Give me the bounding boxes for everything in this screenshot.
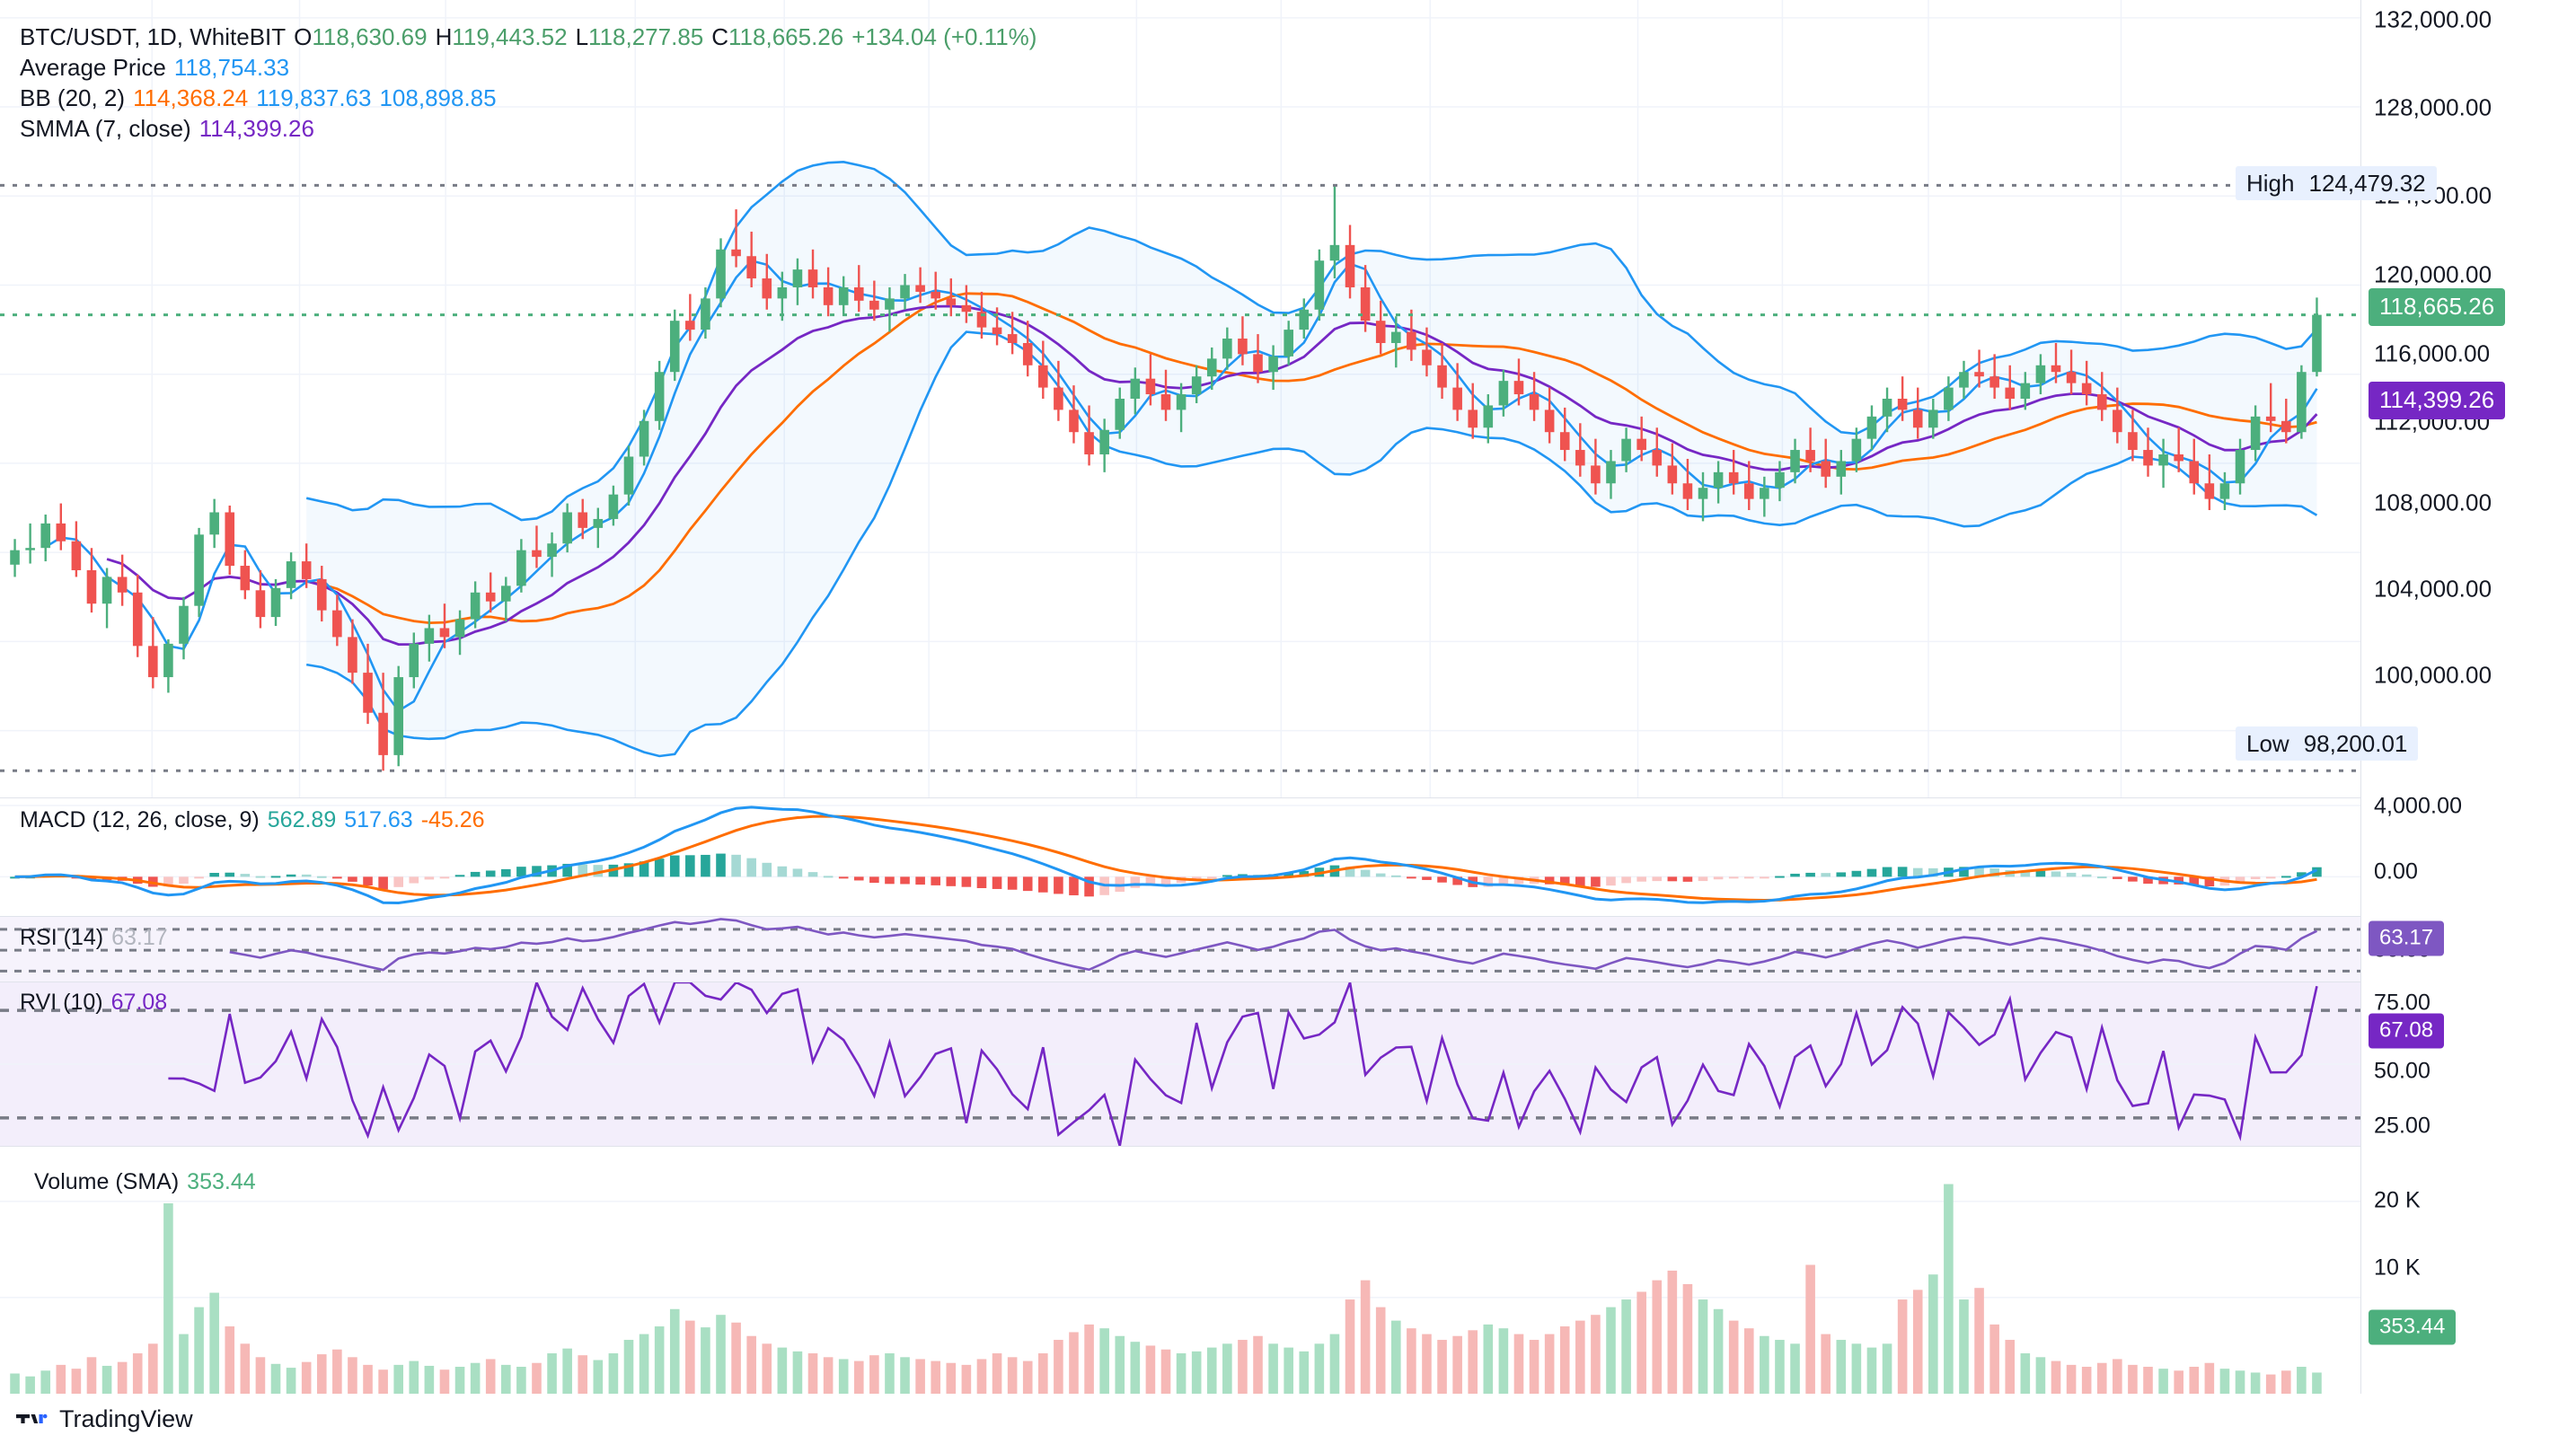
high-marker-value: 124,479.32 xyxy=(2308,169,2426,197)
macd-tick: 0.00 xyxy=(2374,858,2419,885)
price-tick: 104,000.00 xyxy=(2374,575,2492,603)
low-marker-label: Low xyxy=(2246,729,2289,757)
last-price-badge[interactable]: 118,665.26 xyxy=(2369,288,2506,326)
price-scale[interactable]: 132,000.00 128,000.00 124,000.00 120,000… xyxy=(2236,0,2576,1394)
rvi-tick: 50.00 xyxy=(2374,1058,2431,1084)
volume-plot xyxy=(0,1184,2360,1394)
volume-tick: 20 K xyxy=(2374,1187,2421,1213)
price-tick: 100,000.00 xyxy=(2374,661,2492,689)
price-pane[interactable] xyxy=(0,0,2360,797)
low-marker-value: 98,200.01 xyxy=(2303,729,2408,757)
macd-tick: 4,000.00 xyxy=(2374,793,2463,819)
smma-price-badge[interactable]: 114,399.26 xyxy=(2369,382,2506,419)
rsi-pane[interactable] xyxy=(0,917,2360,982)
price-plot xyxy=(0,0,2360,797)
rvi-plot xyxy=(0,982,2360,1146)
volume-tick: 10 K xyxy=(2374,1255,2421,1281)
price-tick: 128,000.00 xyxy=(2374,93,2492,121)
rsi-value-badge[interactable]: 63.17 xyxy=(2369,920,2445,956)
price-tick: 120,000.00 xyxy=(2374,260,2492,288)
rvi-value-badge[interactable]: 67.08 xyxy=(2369,1013,2445,1049)
rsi-plot xyxy=(0,917,2360,982)
high-marker-label: High xyxy=(2246,169,2295,197)
pane-separator-volume xyxy=(0,1146,2576,1147)
tradingview-logo-icon xyxy=(16,1408,49,1430)
volume-pane[interactable] xyxy=(0,1147,2360,1394)
price-tick: 132,000.00 xyxy=(2374,5,2492,33)
low-marker: Low 98,200.01 xyxy=(2236,726,2419,761)
footer-bar: TradingView xyxy=(0,1394,2576,1444)
tv-glyph xyxy=(16,1413,48,1423)
macd-pane[interactable] xyxy=(0,798,2360,916)
rvi-tick: 75.00 xyxy=(2374,990,2431,1016)
pane-separator-macd xyxy=(0,797,2576,798)
volume-value-badge[interactable]: 353.44 xyxy=(2369,1309,2457,1345)
pane-separator-rsi xyxy=(0,916,2576,917)
price-tick: 108,000.00 xyxy=(2374,489,2492,516)
tradingview-brand: TradingView xyxy=(59,1404,193,1432)
macd-plot xyxy=(0,805,2360,905)
price-tick: 116,000.00 xyxy=(2374,339,2491,367)
rvi-tick: 25.00 xyxy=(2374,1113,2431,1139)
high-marker: High 124,479.32 xyxy=(2236,166,2437,200)
rvi-pane[interactable] xyxy=(0,982,2360,1146)
